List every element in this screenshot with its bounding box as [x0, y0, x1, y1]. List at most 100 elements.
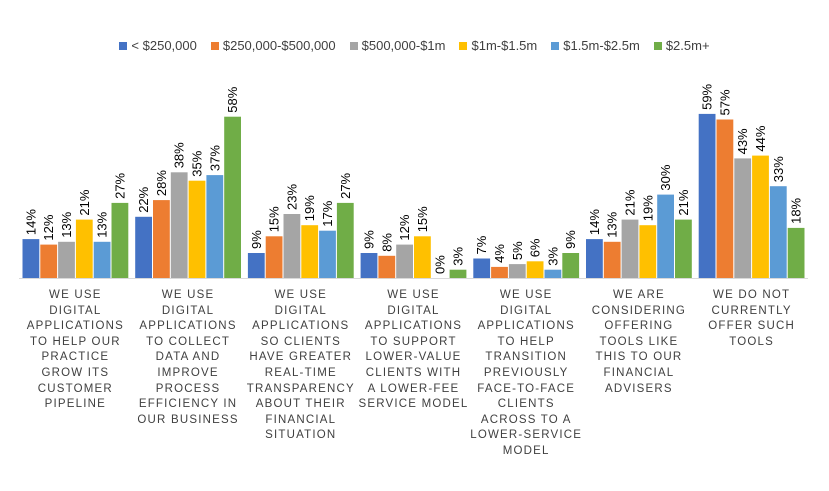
legend-swatch	[349, 41, 358, 50]
category-label-line: WE USE	[387, 289, 440, 301]
data-label: 9%	[362, 230, 377, 249]
chart-legend: < $250,000 $250,000-$500,000 $500,000-$1…	[0, 38, 829, 53]
bar	[586, 239, 603, 278]
data-label: 13%	[59, 211, 74, 237]
category-label: WE DO NOT CURRENTLY OFFER SUCH TOOLS	[696, 288, 808, 350]
data-label: 27%	[112, 172, 127, 198]
legend-swatch	[119, 41, 128, 50]
bar	[716, 119, 734, 278]
bar	[449, 269, 467, 278]
category-label-line: DIGITAL	[274, 304, 327, 317]
category-label-line: ABOUT THEIR	[255, 398, 346, 411]
category-label-line: DIGITAL	[161, 304, 215, 317]
data-label: 12%	[41, 214, 56, 240]
category-label-line: REAL-TIME	[264, 366, 337, 379]
bar	[40, 244, 58, 278]
data-label: 17%	[320, 200, 335, 226]
legend-label: $1.5m-$2.5m	[563, 38, 640, 53]
data-label: 57%	[717, 89, 732, 115]
category-label-line: OUR BUSINESS	[137, 413, 239, 426]
bar	[301, 225, 319, 278]
category-label-line: SITUATION	[265, 429, 337, 442]
legend-item: $2.5m+	[653, 38, 710, 53]
bar	[621, 219, 639, 278]
category-label: WE ARE CONSIDERING OFFERING TOOLS LIKE THIS …	[583, 288, 695, 397]
data-label: 21%	[676, 189, 691, 215]
category-label-line: IMPROVE	[157, 366, 219, 379]
data-label: 38%	[172, 142, 187, 168]
bar	[188, 180, 206, 278]
category-label-line: APPLICATIONS	[26, 320, 124, 333]
data-label: 19%	[302, 195, 317, 221]
category-label-line: DATA AND	[155, 351, 221, 364]
category-label: WE USE DIGITAL APPLICATIONS TO COLLECT DATA …	[132, 288, 244, 428]
data-label: 0%	[433, 255, 448, 274]
category-label: WE USE DIGITAL APPLICATIONS TO HELP TRANSITI…	[470, 288, 582, 460]
data-label: 22%	[136, 186, 151, 212]
bar	[58, 241, 75, 278]
bar	[360, 253, 378, 278]
bar	[491, 266, 508, 278]
bar	[769, 186, 787, 278]
category-label-line: WE USE	[499, 289, 553, 301]
bar	[224, 116, 241, 278]
category-label-line: APPLICATIONS	[252, 320, 350, 333]
category-label-line: DIGITAL	[387, 304, 440, 317]
legend-label: $2.5m+	[665, 38, 710, 53]
category-label-line: APPLICATIONS	[139, 320, 237, 333]
legend-swatch	[653, 41, 662, 50]
category-label-line: SERVICE MODEL	[358, 398, 469, 411]
data-label: 43%	[735, 128, 750, 154]
legend-swatch	[210, 41, 219, 50]
data-label: 14%	[23, 209, 38, 235]
category-label-line: A LOWER-FEE	[367, 382, 460, 395]
category-label-line: OFFER SUCH	[708, 320, 796, 333]
bar	[657, 194, 674, 278]
category-label-line: WE USE	[161, 289, 215, 301]
legend-item: $1m-$1.5m	[459, 38, 537, 53]
data-label: 33%	[771, 156, 786, 182]
category-label-line: WE ARE	[612, 289, 665, 301]
legend-label: $1m-$1.5m	[471, 38, 538, 53]
category-label-line: CLIENTS WITH	[365, 366, 462, 379]
bar	[734, 158, 752, 278]
category-label-line: TO COLLECT	[146, 335, 231, 348]
bar	[135, 216, 152, 278]
category-label-line: ACROSS TO A	[480, 413, 572, 426]
category-label: WE USE DIGITAL APPLICATIONS TO SUPPORT LOWER…	[358, 288, 470, 413]
category-label-line: TO HELP	[497, 335, 555, 348]
bar	[562, 253, 580, 278]
data-label: 23%	[284, 184, 299, 210]
data-label: 21%	[77, 189, 92, 215]
data-label: 6%	[528, 238, 543, 257]
bar	[336, 202, 354, 278]
category-label-line: WE USE	[49, 289, 102, 301]
category-label-line: FINANCIAL	[603, 366, 675, 379]
category-label-line: APPLICATIONS	[364, 320, 463, 333]
category-label-line: FINANCIAL	[265, 413, 337, 426]
category-label: WE USE DIGITAL APPLICATIONS TO HELP OUR PRAC…	[19, 288, 131, 413]
data-label: 12%	[397, 214, 412, 240]
bar	[603, 241, 621, 278]
category-label-line: CLIENTS	[497, 398, 555, 411]
data-label: 19%	[640, 195, 655, 221]
category-label-line: TO HELP OUR	[29, 335, 121, 348]
legend-swatch	[459, 41, 468, 50]
bar	[526, 261, 544, 278]
category-label-line: CUSTOMER	[37, 382, 113, 395]
data-label: 3%	[451, 246, 466, 265]
data-label: 21%	[623, 189, 638, 215]
category-label-line: TO SUPPORT	[370, 335, 457, 348]
data-label: 7%	[474, 235, 489, 254]
legend-item: < $250,000	[119, 38, 197, 53]
legend-item: $500,000-$1m	[349, 38, 445, 53]
legend-swatch	[551, 41, 560, 50]
data-label: 44%	[753, 125, 768, 151]
bar	[170, 172, 188, 278]
bar	[22, 239, 40, 278]
category-label-line: PREVIOUSLY	[483, 366, 569, 379]
category-label-line: GROW ITS	[41, 366, 110, 379]
data-label: 37%	[207, 145, 222, 171]
legend-item: $250,000-$500,000	[210, 38, 336, 53]
bar	[93, 241, 111, 278]
